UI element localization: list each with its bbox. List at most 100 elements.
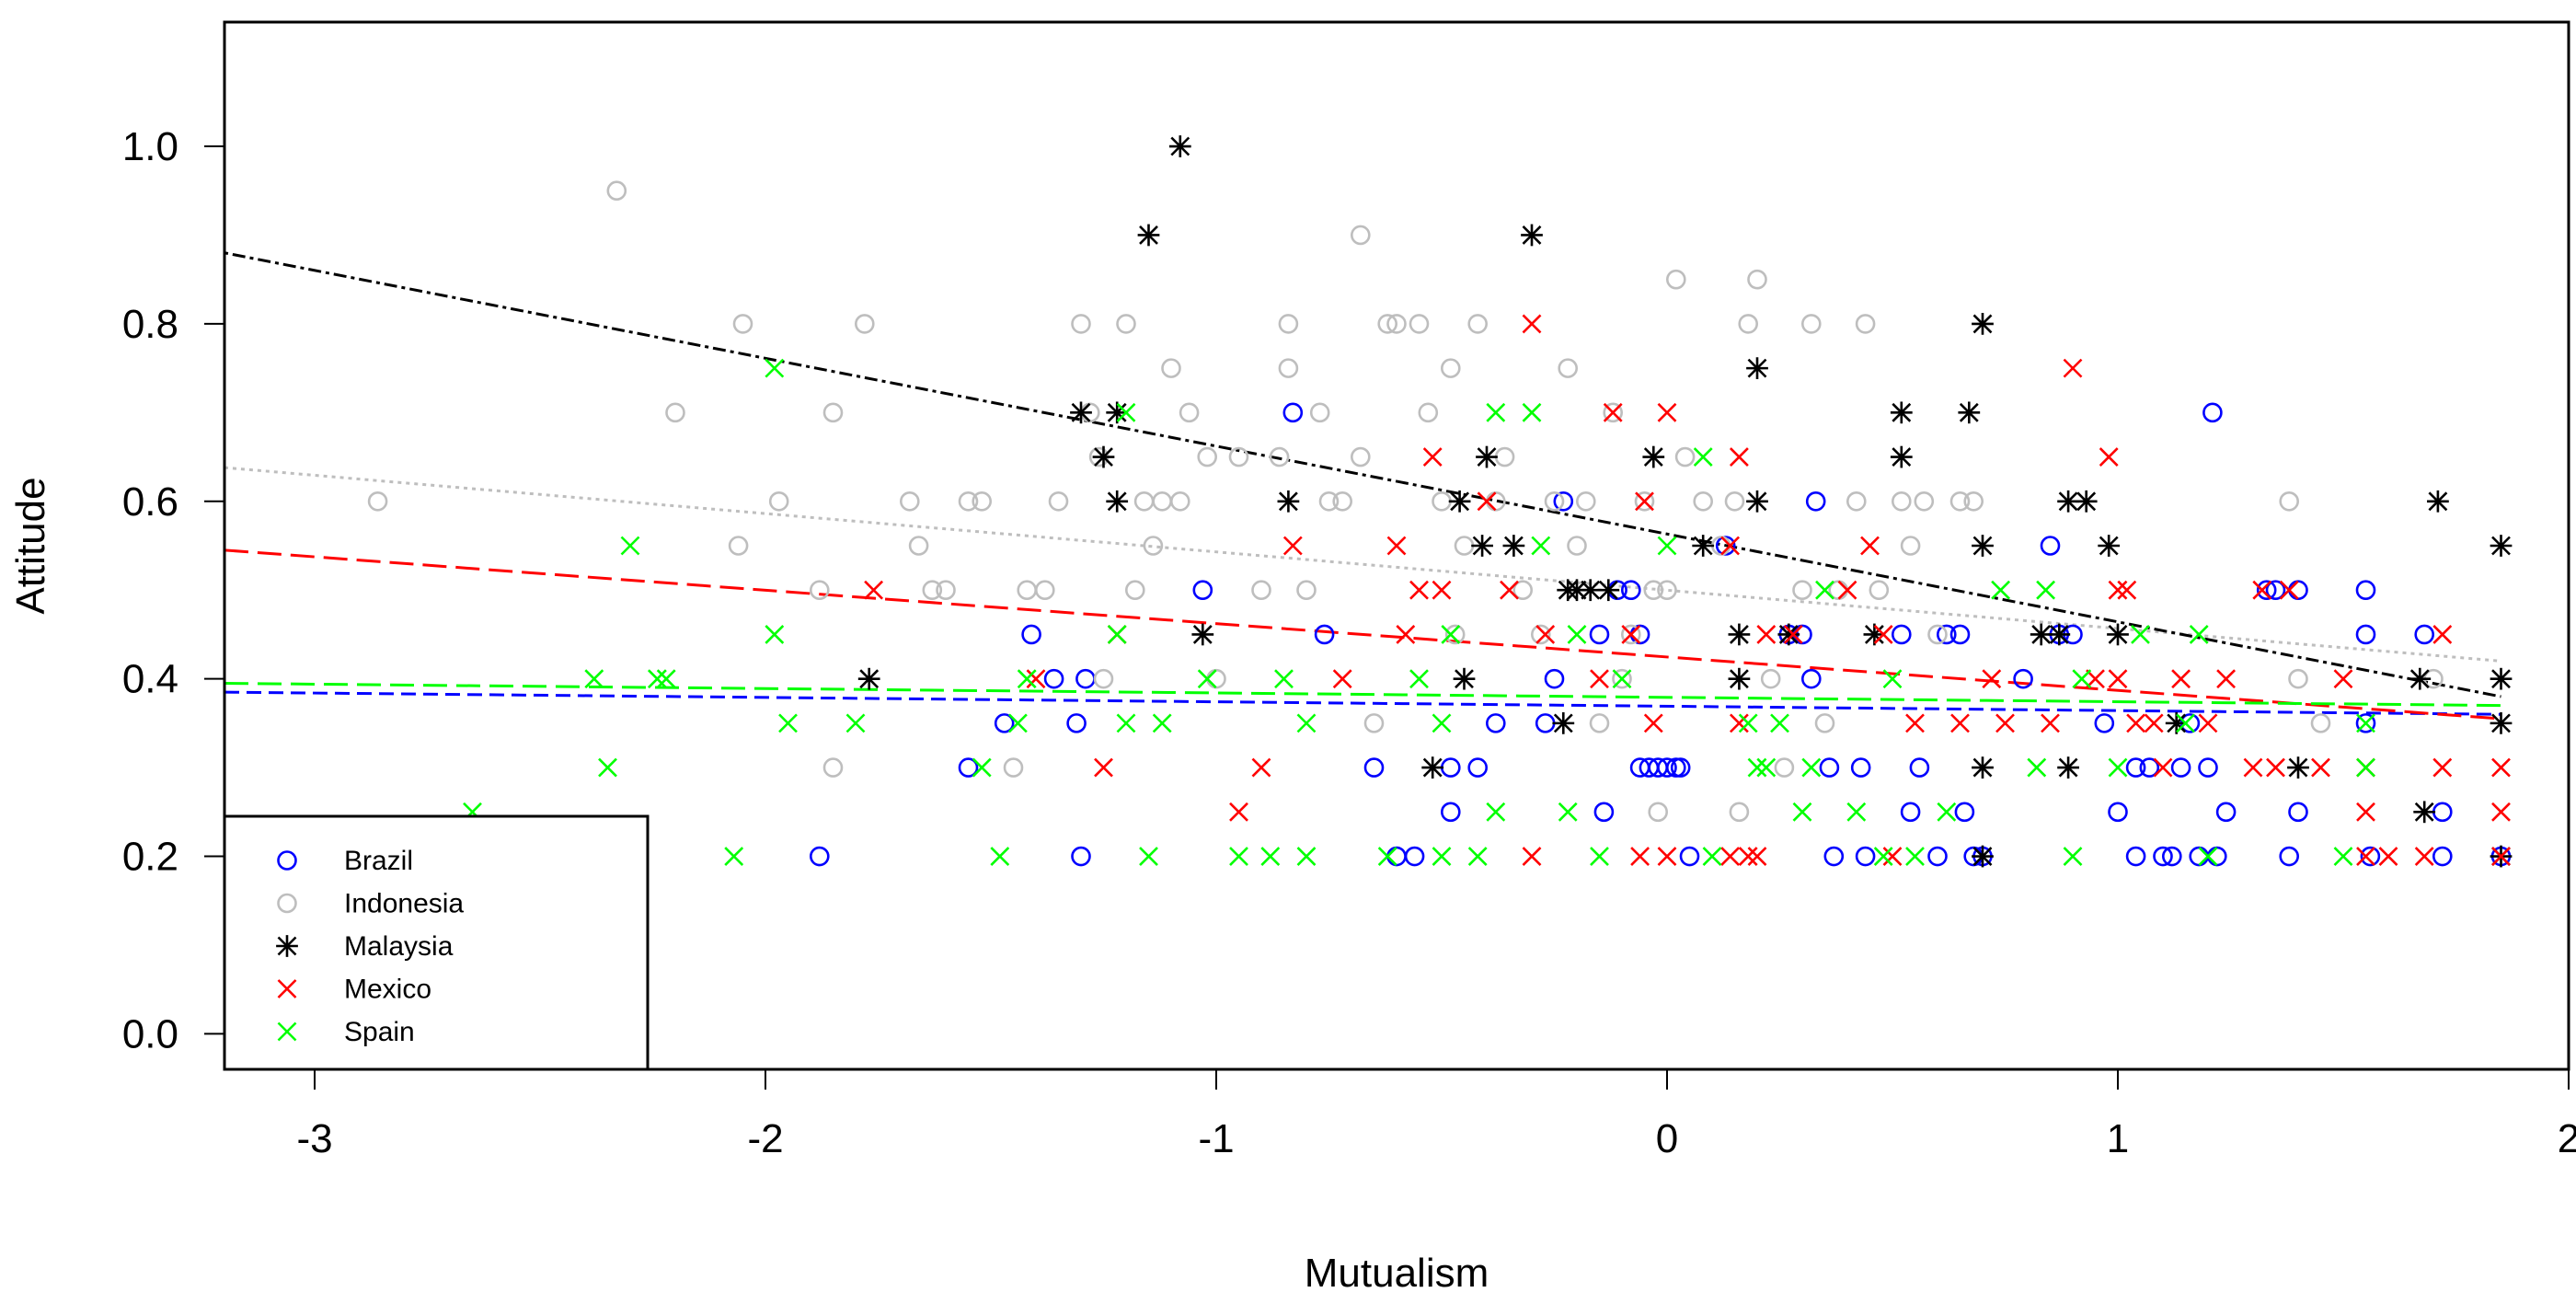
data-point xyxy=(2333,847,2353,866)
data-point xyxy=(1746,357,1768,379)
data-point xyxy=(1191,623,1214,646)
data-point xyxy=(1869,580,1890,601)
data-point xyxy=(1792,802,1812,822)
series-malaysia xyxy=(857,135,2513,868)
data-point xyxy=(2432,757,2453,778)
marker-stroke xyxy=(2176,713,2195,733)
data-point xyxy=(2279,846,2299,867)
data-point xyxy=(1642,445,1665,468)
marker-stroke xyxy=(2198,847,2218,866)
data-point xyxy=(2063,847,2083,866)
data-point xyxy=(1738,713,1758,733)
data-point xyxy=(1409,580,1429,600)
marker-stroke xyxy=(1558,802,1578,822)
marker-stroke xyxy=(1007,713,1028,733)
marker-stroke xyxy=(1747,847,1767,866)
data-point xyxy=(1314,624,1335,645)
legend-marker xyxy=(277,1021,297,1042)
data-point xyxy=(1296,713,1317,733)
data-point xyxy=(1728,623,1751,646)
marker-stroke xyxy=(1229,802,1248,822)
marker-stroke xyxy=(1630,847,1650,866)
data-point xyxy=(1892,490,1912,512)
data-point xyxy=(2333,669,2353,689)
data-point xyxy=(1332,669,1352,689)
data-point xyxy=(1855,314,1876,334)
data-point xyxy=(1567,536,1587,556)
data-point xyxy=(857,667,880,690)
data-point xyxy=(1043,668,1064,689)
x-tick-label: -2 xyxy=(747,1116,783,1161)
data-point xyxy=(1657,580,1677,601)
data-point xyxy=(2057,756,2079,779)
marker-stroke xyxy=(778,713,798,733)
marker-stroke xyxy=(1590,669,1609,689)
marker-stroke xyxy=(1982,669,2002,689)
data-point xyxy=(854,314,875,334)
x-axis-title: Mutualism xyxy=(1305,1251,1489,1296)
data-point xyxy=(1860,536,1880,556)
data-point xyxy=(1521,224,1543,247)
data-point xyxy=(2107,623,2129,646)
marker-stroke xyxy=(2189,625,2209,644)
data-point xyxy=(1972,756,1994,779)
marker-stroke xyxy=(1377,847,1397,866)
marker-stroke xyxy=(2414,847,2434,866)
data-point xyxy=(1815,580,1834,600)
data-point xyxy=(1143,536,1164,556)
data-point xyxy=(2490,712,2513,734)
marker-stroke xyxy=(1500,580,1519,600)
data-point xyxy=(728,536,749,556)
data-point xyxy=(620,536,640,556)
data-point xyxy=(1792,580,1812,601)
data-point xyxy=(2086,669,2105,689)
data-point xyxy=(1873,625,1893,644)
data-point xyxy=(958,490,979,512)
data-point xyxy=(1094,757,1113,778)
marker-stroke xyxy=(277,1021,297,1042)
data-point xyxy=(1972,313,1994,335)
data-point xyxy=(2287,756,2309,779)
data-point xyxy=(1648,802,1668,823)
data-point xyxy=(1621,624,1641,645)
data-point xyxy=(958,757,979,778)
legend-item-brazil: Brazil xyxy=(277,846,413,876)
data-point xyxy=(1278,314,1299,334)
marker-stroke xyxy=(2432,625,2453,644)
data-point xyxy=(1949,490,1971,512)
marker-stroke xyxy=(1116,402,1136,422)
data-point xyxy=(1274,669,1294,689)
data-point xyxy=(908,536,929,556)
y-tick-label: 0.8 xyxy=(122,302,178,347)
data-point xyxy=(1552,712,1575,734)
data-point xyxy=(732,314,753,334)
data-point xyxy=(1995,713,2015,733)
x-tick-label: -1 xyxy=(1198,1116,1234,1161)
data-point xyxy=(1441,802,1461,823)
x-tick-label: 1 xyxy=(2107,1116,2129,1161)
marker-stroke xyxy=(1522,402,1542,422)
legend-marker xyxy=(277,893,297,914)
data-point xyxy=(647,669,667,689)
data-point xyxy=(1597,579,1620,602)
data-point xyxy=(584,669,604,689)
data-point xyxy=(1950,713,1970,733)
data-point xyxy=(2198,757,2218,778)
data-point xyxy=(1801,757,1822,778)
marker-stroke xyxy=(2126,713,2146,733)
data-point xyxy=(1432,847,1452,866)
data-point xyxy=(1774,757,1795,778)
data-point xyxy=(1892,624,1912,645)
data-point xyxy=(2432,625,2453,644)
marker-stroke xyxy=(2198,713,2218,733)
data-point xyxy=(1386,314,1407,334)
data-point xyxy=(1729,447,1749,467)
data-point xyxy=(1269,446,1290,467)
data-point xyxy=(1783,625,1803,644)
y-axis: 0.0 0.2 0.4 0.6 0.8 1.0 xyxy=(122,124,225,1056)
data-point xyxy=(665,402,685,423)
data-point xyxy=(2378,847,2398,866)
data-point xyxy=(1702,847,1722,866)
data-point xyxy=(2414,847,2434,866)
marker-stroke xyxy=(2279,580,2299,600)
